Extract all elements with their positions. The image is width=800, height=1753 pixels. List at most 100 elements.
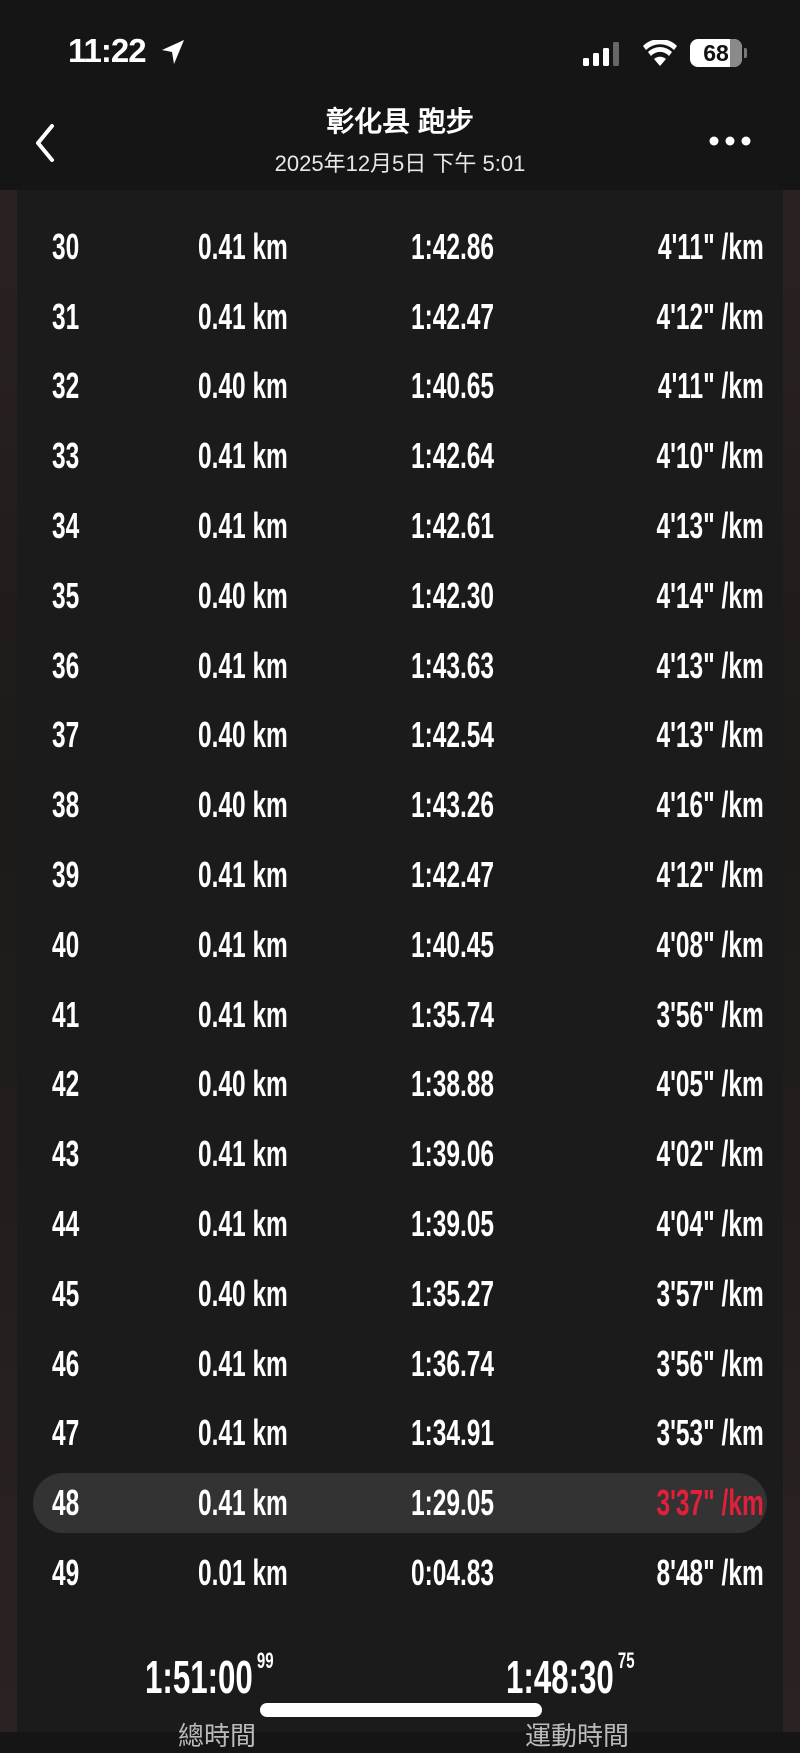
lap-row[interactable]: 40 0.41 km 1:40.45 4'08" /km [17,910,783,980]
lap-time: 1:39.06 [411,1133,495,1175]
lap-distance: 0.41 km [198,225,288,267]
laps-list: 30 0.41 km 1:42.86 4'11" /km 31 0.41 km 1:42.4… [17,212,783,1608]
lap-row[interactable]: 49 0.01 km 0:04.83 8'48" /km [17,1538,783,1608]
lap-distance: 0.41 km [198,1482,288,1524]
moving-time-label: 運動時間 [525,1721,630,1751]
lap-pace: 4'10" /km [656,435,764,477]
lap-row[interactable]: 47 0.41 km 1:34.91 3'53" /km [17,1399,783,1469]
lap-time: 1:42.61 [411,505,495,547]
lap-pace: 4'14" /km [656,574,764,616]
map-background-edge [0,190,17,1732]
lap-number: 42 [52,1063,80,1105]
lap-distance: 0.40 km [198,365,288,407]
lap-pace: 4'11" /km [658,225,764,267]
lap-number: 39 [52,854,80,896]
status-time: 11:22 [68,32,147,69]
lap-pace: 4'12" /km [656,854,764,896]
lap-row[interactable]: 43 0.41 km 1:39.06 4'02" /km [17,1119,783,1189]
lap-row[interactable]: 39 0.41 km 1:42.47 4'12" /km [17,840,783,910]
lap-pace: 4'13" /km [656,644,764,686]
lap-number: 32 [52,365,80,407]
lap-number: 34 [52,505,80,547]
lap-row[interactable]: 30 0.41 km 1:42.86 4'11" /km [17,212,783,282]
lap-row[interactable]: 35 0.40 km 1:42.30 4'14" /km [17,561,783,631]
lap-number: 35 [52,574,80,616]
lap-pace: 4'16" /km [656,784,764,826]
lap-row[interactable]: 31 0.41 km 1:42.47 4'12" /km [17,282,783,352]
lap-distance: 0.41 km [198,644,288,686]
lap-row[interactable]: 37 0.40 km 1:42.54 4'13" /km [17,701,783,771]
lap-distance: 0.40 km [198,714,288,756]
lap-time: 1:42.47 [411,854,495,896]
ellipsis-icon[interactable] [708,126,752,156]
lap-distance: 0.01 km [198,1552,288,1594]
lap-row[interactable]: 33 0.41 km 1:42.64 4'10" /km [17,421,783,491]
lap-number: 41 [52,993,80,1035]
lap-number: 43 [52,1133,80,1175]
lap-pace: 4'02" /km [656,1133,764,1175]
lap-row[interactable]: 32 0.40 km 1:40.65 4'11" /km [17,352,783,422]
lap-row[interactable]: 42 0.40 km 1:38.88 4'05" /km [17,1050,783,1120]
lap-distance: 0.40 km [198,1272,288,1314]
lap-time: 1:42.47 [411,295,495,337]
lap-row[interactable]: 36 0.41 km 1:43.63 4'13" /km [17,631,783,701]
signal-icon [583,42,619,66]
lap-time: 1:29.05 [411,1482,495,1524]
lap-number: 47 [52,1412,80,1454]
lap-distance: 0.41 km [198,1203,288,1245]
lap-distance: 0.41 km [198,923,288,965]
lap-time: 1:35.74 [411,993,495,1035]
lap-row[interactable]: 45 0.40 km 1:35.27 3'57" /km [17,1259,783,1329]
lap-time: 1:39.05 [411,1203,495,1245]
lap-pace: 3'53" /km [656,1412,764,1454]
lap-distance: 0.40 km [198,784,288,826]
lap-distance: 0.41 km [198,854,288,896]
lap-number: 33 [52,435,80,477]
lap-number: 36 [52,644,80,686]
battery-tip [744,48,747,58]
total-time-label: 總時間 [178,1721,257,1751]
lap-number: 49 [52,1552,80,1594]
lap-row[interactable]: 44 0.41 km 1:39.05 4'04" /km [17,1189,783,1259]
lap-distance: 0.41 km [198,435,288,477]
activity-datetime: 2025年12月5日 下午 5:01 [274,151,526,176]
moving-time: 1:48:30 75 [506,1648,635,1703]
lap-row[interactable]: 34 0.41 km 1:42.61 4'13" /km [17,491,783,561]
lap-pace: 4'13" /km [656,505,764,547]
lap-pace: 4'04" /km [656,1203,764,1245]
lap-row[interactable]: 41 0.41 km 1:35.74 3'56" /km [17,980,783,1050]
lap-pace: 3'37" /km [656,1482,764,1524]
lap-pace: 8'48" /km [656,1552,764,1594]
lap-row[interactable]: 48 0.41 km 1:29.05 3'37" /km [17,1468,783,1538]
lap-time: 1:42.86 [411,225,495,267]
lap-pace: 3'56" /km [656,993,764,1035]
wifi-icon [643,40,677,66]
battery-level: 68 [703,40,729,66]
lap-time: 1:42.54 [411,714,495,756]
lap-distance: 0.41 km [198,1412,288,1454]
lap-number: 40 [52,923,80,965]
lap-distance: 0.41 km [198,1342,288,1384]
lap-number: 48 [52,1482,80,1524]
home-indicator[interactable] [260,1703,542,1717]
lap-number: 44 [52,1203,80,1245]
lap-pace: 4'11" /km [658,365,764,407]
lap-time: 1:42.30 [411,574,495,616]
lap-distance: 0.41 km [198,295,288,337]
lap-time: 1:38.88 [411,1063,495,1105]
lap-row[interactable]: 38 0.40 km 1:43.26 4'16" /km [17,770,783,840]
lap-pace: 4'13" /km [656,714,764,756]
lap-time: 1:43.63 [411,644,495,686]
lap-time: 0:04.83 [411,1552,495,1594]
chevron-left-icon[interactable] [30,118,70,168]
lap-time: 1:34.91 [411,1412,495,1454]
lap-number: 30 [52,225,80,267]
lap-time: 1:43.26 [411,784,495,826]
lap-pace: 3'56" /km [656,1342,764,1384]
lap-distance: 0.41 km [198,993,288,1035]
lap-pace: 4'12" /km [656,295,764,337]
lap-pace: 4'08" /km [656,923,764,965]
lap-time: 1:36.74 [411,1342,495,1384]
battery-icon: 68 [690,39,742,67]
lap-row[interactable]: 46 0.41 km 1:36.74 3'56" /km [17,1329,783,1399]
